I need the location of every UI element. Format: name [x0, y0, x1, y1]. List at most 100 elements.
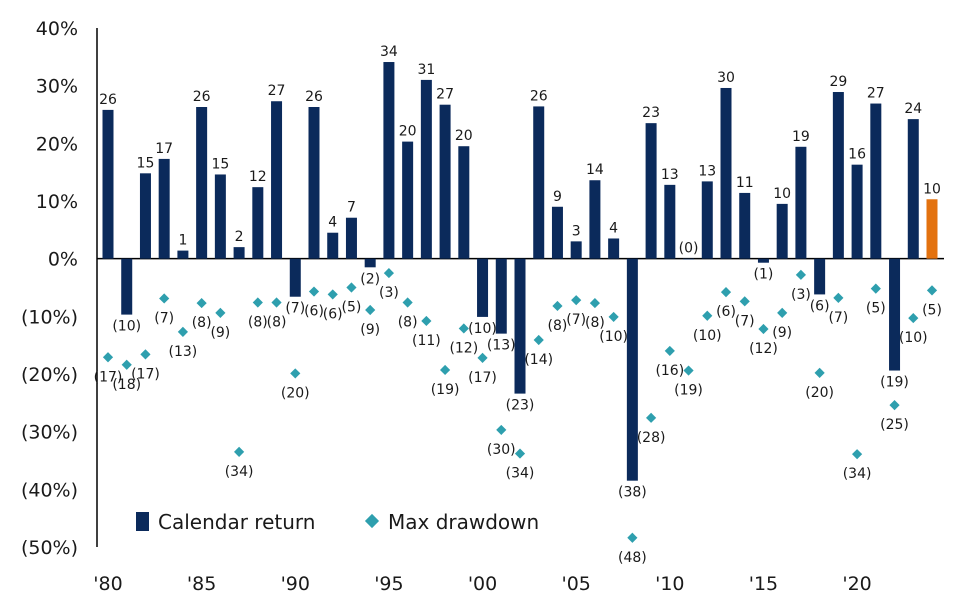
max-drawdown-point — [758, 323, 769, 335]
max-drawdown-point — [439, 364, 451, 376]
calendar-return-bar — [458, 146, 470, 259]
calendar-return-label: 29 — [829, 74, 847, 90]
x-tick-label: '00 — [468, 573, 497, 595]
max-drawdown-label: (7) — [735, 313, 755, 329]
calendar-return-label: 9 — [553, 189, 562, 205]
max-drawdown-point — [252, 297, 263, 308]
calendar-return-label: 24 — [904, 101, 922, 117]
max-drawdown-label: (8) — [585, 315, 605, 331]
max-drawdown-label: (25) — [880, 417, 909, 433]
max-drawdown-point — [645, 412, 657, 423]
calendar-return-bar — [121, 258, 133, 315]
max-drawdown-point — [720, 287, 732, 298]
max-drawdown-point — [889, 400, 900, 411]
max-drawdown-label: (19) — [431, 382, 460, 398]
max-drawdown-label: (9) — [210, 325, 230, 341]
calendar-return-label: 3 — [572, 223, 581, 239]
calendar-return-bar — [776, 203, 788, 259]
max-drawdown-label: (3) — [791, 287, 811, 303]
max-drawdown-point — [383, 267, 395, 279]
max-drawdown-label: (17) — [468, 370, 497, 386]
max-drawdown-point — [533, 334, 544, 346]
calendar-return-label: 13 — [698, 163, 716, 179]
calendar-return-label: (7) — [285, 301, 305, 317]
calendar-return-bar — [271, 101, 283, 259]
calendar-return-bar — [757, 258, 769, 263]
calendar-return-label: 4 — [609, 220, 618, 236]
calendar-return-bar — [814, 258, 826, 295]
calendar-return-label: 27 — [436, 87, 454, 103]
max-drawdown-point — [308, 286, 320, 297]
max-drawdown-point — [833, 292, 844, 303]
calendar-return-bar — [102, 109, 114, 259]
y-tick-label: 20% — [36, 133, 78, 155]
calendar-return-label: 26 — [99, 92, 117, 108]
max-drawdown-label: (3) — [379, 285, 399, 301]
max-drawdown-label: (7) — [828, 310, 848, 326]
calendar-return-bar — [214, 174, 226, 259]
calendar-return-label: (13) — [487, 338, 516, 354]
calendar-return-label: 4 — [328, 215, 337, 231]
max-drawdown-label: (10) — [693, 328, 722, 344]
calendar-return-bar — [907, 119, 919, 259]
calendar-return-label: 19 — [792, 129, 810, 145]
legend: Calendar return Max drawdown — [136, 510, 539, 534]
max-drawdown-label: (5) — [342, 300, 362, 316]
calendar-return-bar — [926, 199, 938, 259]
max-drawdown-label: (6) — [323, 306, 343, 322]
x-tick-label: '95 — [374, 573, 403, 595]
calendar-return-label: 15 — [137, 155, 155, 171]
calendar-return-bar — [252, 187, 264, 259]
max-drawdown-label: (28) — [637, 430, 666, 446]
max-drawdown-point — [795, 269, 807, 280]
max-drawdown-point — [159, 293, 170, 304]
x-tick-label: '85 — [187, 573, 216, 595]
max-drawdown-label: (17) — [94, 369, 123, 385]
max-drawdown-point — [402, 297, 413, 308]
y-tick-label: (30%) — [21, 422, 78, 444]
calendar-return-label: 27 — [867, 86, 885, 102]
max-drawdown-point — [664, 345, 675, 357]
y-tick-label: 40% — [36, 18, 78, 40]
calendar-return-bar — [701, 181, 713, 259]
calendar-return-label: 10 — [923, 181, 941, 197]
calendar-return-label: 10 — [773, 186, 791, 202]
calendar-return-bar — [308, 107, 320, 259]
max-drawdown-point — [851, 449, 863, 460]
max-drawdown-label: (12) — [449, 340, 478, 356]
max-drawdown-label: (30) — [487, 442, 516, 458]
max-drawdown-label: (14) — [524, 352, 553, 368]
calendar-return-bar — [664, 184, 676, 259]
max-drawdown-label: (5) — [922, 302, 942, 318]
drawdown-labels: (17)(18)(17)(7)(13)(8)(9)(34)(8)(8)(20)(… — [94, 285, 942, 566]
calendar-return-label: 30 — [717, 70, 735, 86]
y-tick-label: 0% — [48, 249, 78, 271]
max-drawdown-point — [870, 283, 881, 294]
calendar-return-bar — [608, 238, 620, 259]
calendar-return-bar — [589, 180, 601, 259]
max-drawdown-label: (10) — [599, 329, 628, 345]
max-drawdown-point — [908, 312, 919, 324]
calendar-return-bar — [364, 258, 376, 268]
calendar-return-label: 7 — [347, 200, 356, 216]
calendar-return-label: 13 — [661, 167, 679, 183]
calendar-return-bar — [477, 258, 489, 317]
x-axis-labels: '80 '85 '90 '95 '00 '05 '10 '15 '20 — [93, 573, 871, 595]
calendar-return-label: 27 — [268, 83, 286, 99]
calendar-return-bar — [683, 258, 695, 260]
max-drawdown-point — [346, 282, 357, 293]
calendar-return-bar — [720, 87, 732, 259]
calendar-return-bar — [795, 146, 807, 259]
calendar-return-bar — [889, 258, 901, 371]
y-tick-label: (50%) — [21, 537, 78, 559]
y-tick-label: (20%) — [21, 364, 78, 386]
max-drawdown-point — [814, 367, 825, 378]
max-drawdown-point — [702, 310, 713, 321]
max-drawdown-label: (34) — [506, 466, 535, 482]
calendar-return-label: (2) — [360, 271, 380, 287]
calendar-return-label: 16 — [848, 147, 866, 163]
max-drawdown-label: (8) — [398, 314, 418, 330]
calendar-return-bar — [495, 258, 507, 334]
calendar-return-bar — [551, 206, 563, 259]
calendar-return-bar — [533, 106, 545, 259]
